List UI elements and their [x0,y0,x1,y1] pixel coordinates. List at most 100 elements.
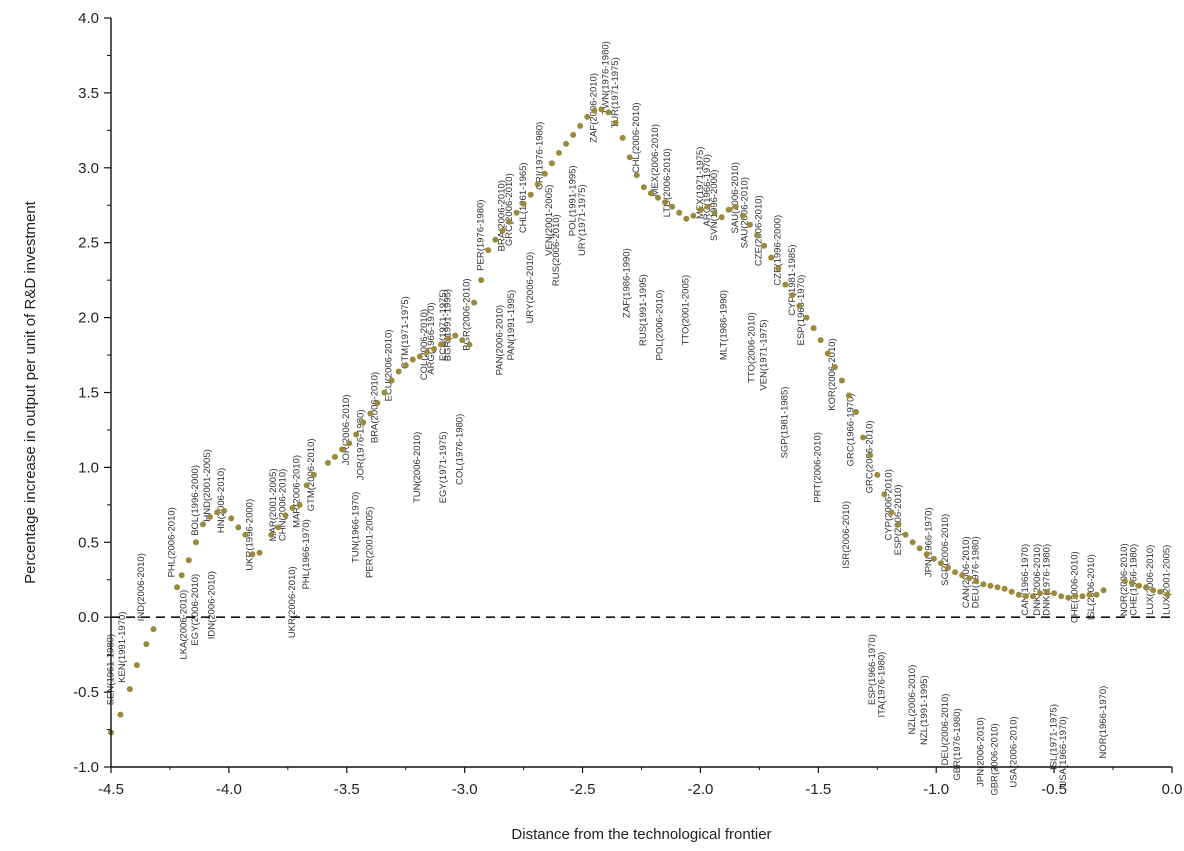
data-point [683,215,690,222]
data-point [388,377,395,384]
x-tick-label: -4.0 [216,781,242,798]
point-label: TWN(1976-1980) [601,41,612,114]
y-tick-label: 2.5 [78,235,99,252]
point-label: DNK(1976-1980) [1041,544,1052,616]
point-label: TUN(1966-1970) [351,492,362,563]
data-point [381,389,388,396]
data-point [612,119,619,126]
data-point [775,265,782,272]
data-point [662,199,669,206]
point-label: LUX(2001-2005) [1162,545,1173,615]
data-point [221,507,228,514]
point-label: COL(1976-1980) [454,414,465,485]
data-point [655,194,662,201]
point-label: CHL(1961-1965) [518,162,529,233]
data-point [845,392,852,399]
point-label: MEX(2006-2010) [650,124,661,196]
point-label: PER(1976-1980) [476,200,487,271]
data-point [994,584,1001,591]
data-point [605,109,612,116]
data-point [902,531,909,538]
point-label: VEN(1971-1975) [759,319,770,390]
data-point [228,515,235,522]
data-point [725,206,732,213]
data-point [768,254,775,261]
x-axis-title: Distance from the technological frontier [511,826,771,843]
data-point [143,641,150,648]
point-label: EGY(2006-2010) [190,574,201,646]
data-point [395,368,402,375]
point-label: LTU(2006-2010) [662,148,673,217]
data-point [591,107,598,114]
data-point [541,170,548,177]
point-label: IND(2006-2010) [136,553,147,621]
data-point [1036,590,1043,597]
point-label: PHL(1966-1970) [301,519,312,589]
data-point [150,626,157,633]
data-point [506,218,513,225]
data-point [324,459,331,466]
data-point [916,545,923,552]
data-point [697,206,704,213]
point-label: KEN(1991-1970) [117,612,128,683]
data-point [669,203,676,210]
point-label: UKR(1996-2000) [245,499,256,571]
data-point [174,584,181,591]
point-label: SGP(2006-2010) [940,514,951,586]
point-labels: SEN(1961-1980)KEN(1991-1970)IND(2006-201… [105,41,1172,795]
data-point [485,247,492,254]
point-label: TUN(2006-2010) [412,432,423,503]
data-point [438,341,445,348]
point-label: MEX(1971-1975) [695,147,706,219]
data-point [1121,578,1128,585]
point-label: URY(2006-2010) [525,252,536,324]
data-point [619,134,626,141]
data-point [923,551,930,558]
data-point [275,524,282,531]
point-label: BRA(2006-2010) [497,180,508,251]
point-label: HND(2001-2005) [202,449,213,521]
data-point [402,362,409,369]
data-point [409,356,416,363]
data-point [739,212,746,219]
point-label: ISL(2006-2010) [1086,554,1097,620]
point-label: SVN(1996-2000) [709,170,720,241]
data-point [874,471,881,478]
axes: -4.5 -4.0 -3.5 -3.0 -2.5 -2.0 -1.5 -1.0 -0.5 0.0 -… [73,10,1182,798]
point-label: POL(2006-2010) [655,290,666,361]
data-point [584,113,591,120]
point-label: SAU(2006-2010) [730,162,741,233]
data-point [310,471,317,478]
data-point [881,491,888,498]
point-label: BGR(1991-1995) [443,289,454,361]
point-label: URY(1971-1975) [577,184,588,256]
point-label: GRC(1966-1970) [846,393,857,466]
point-label: JPN(1966-1970) [924,507,935,577]
x-tick-label: -2.5 [570,781,596,798]
point-label: ITA(1976-1980) [876,652,887,718]
data-point [676,209,683,216]
data-point [459,337,466,344]
point-label: UKR(2006-2010) [287,566,298,638]
data-point [853,408,860,415]
data-point [1093,591,1100,598]
data-point [126,686,133,693]
data-point [1135,582,1142,589]
point-label: RUS(2006-2010) [551,214,562,286]
point-label: EGY(1971-1975) [438,431,449,503]
data-point [431,346,438,353]
data-point [192,539,199,546]
data-points [108,106,1171,736]
point-label: HN(2006-2010) [216,468,227,533]
point-label: CZE(2006-2010) [754,195,765,266]
data-point [640,184,647,191]
data-point [945,564,952,571]
data-point [577,122,584,129]
data-point [133,662,140,669]
point-label: JPN(2006-2010) [975,717,986,787]
data-point [548,160,555,167]
data-point [416,353,423,360]
data-point [445,335,452,342]
